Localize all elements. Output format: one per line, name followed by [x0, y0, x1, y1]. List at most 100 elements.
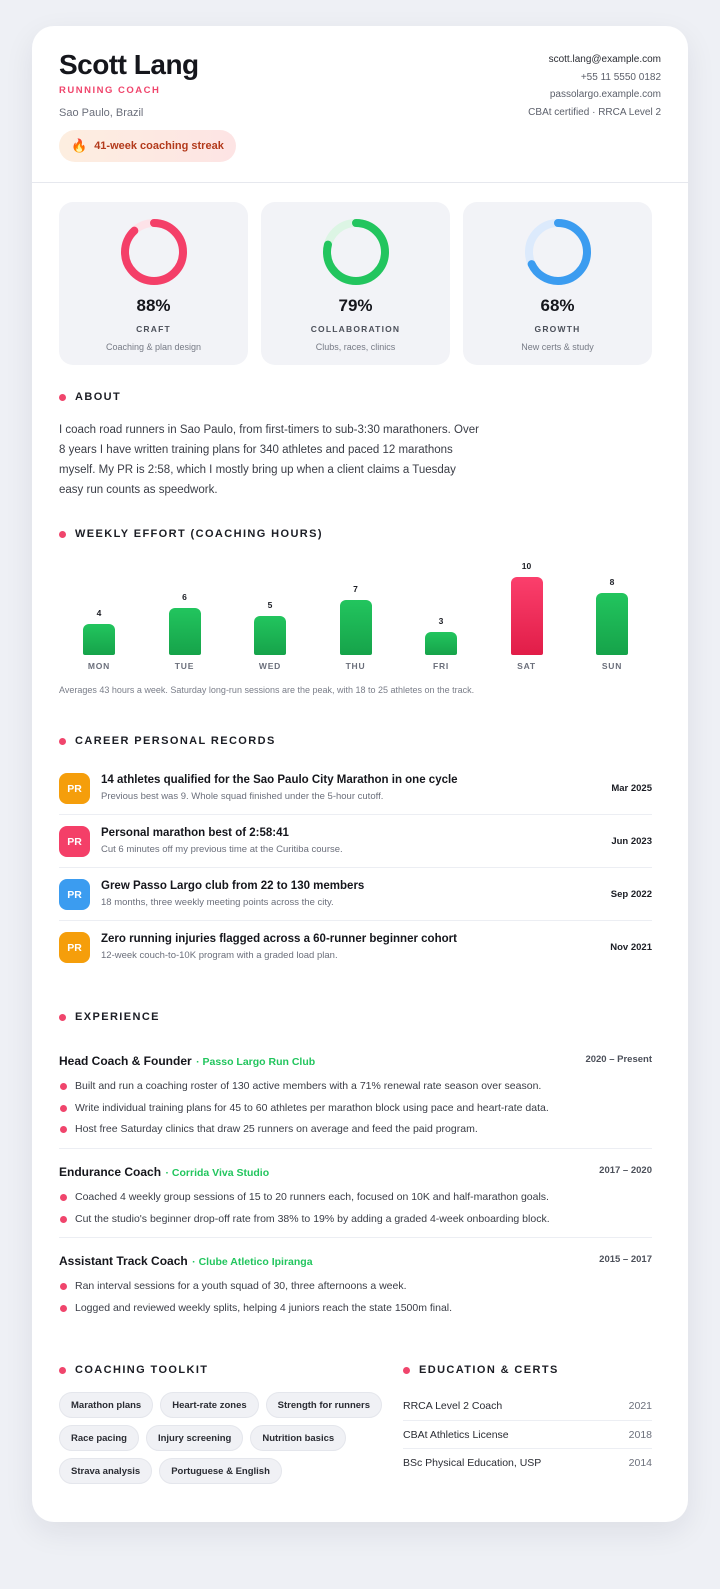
pr-badge: PR [59, 773, 90, 804]
pr-badge: PR [59, 826, 90, 857]
bar-wed [254, 616, 286, 655]
stat-percent: 88% [136, 296, 171, 315]
job-org: · Clube Atletico Ipiranga [192, 1256, 313, 1268]
bullet-dot-icon [403, 1366, 410, 1374]
ring-arc [323, 219, 389, 285]
record-date: Sep 2022 [610, 889, 652, 900]
section-title-about: ABOUT [59, 391, 121, 403]
education-year: 2014 [628, 1457, 652, 1469]
section-title-text: CAREER PERSONAL RECORDS [75, 735, 276, 747]
chart-note: Averages 43 hours a week. Saturday long-… [59, 685, 475, 695]
bar-value-label: 5 [267, 600, 273, 610]
stat-percent: 68% [540, 296, 575, 315]
skill-chip: Injury screening [145, 1425, 244, 1451]
divider [59, 1237, 652, 1238]
record-date: Mar 2025 [611, 783, 652, 794]
progress-ring [525, 219, 591, 285]
record-title: Personal marathon best of 2:58:41 [101, 827, 289, 839]
record-title: Grew Passo Largo club from 22 to 130 mem… [101, 880, 365, 892]
bar-category-label: TUE [174, 661, 195, 671]
job-org: · Passo Largo Run Club [196, 1056, 316, 1068]
education-year: 2018 [628, 1428, 652, 1441]
stat-subtitle: Coaching & plan design [105, 342, 202, 352]
bar-value-label: 8 [609, 576, 615, 587]
bar-category-label: MON [87, 661, 111, 671]
bar-category-label: THU [345, 661, 366, 671]
section-title-experience: EXPERIENCE [59, 1011, 160, 1023]
pr-badge: PR [59, 932, 90, 963]
record-desc: Previous best was 9. Whole squad finishe… [101, 791, 384, 802]
job-title: Assistant Track Coach [59, 1254, 188, 1268]
record-desc: Cut 6 minutes off my previous time at th… [101, 844, 343, 855]
record-date: Nov 2021 [610, 942, 652, 953]
ring-arc [121, 219, 187, 285]
job-years: 2015 – 2017 [599, 1254, 652, 1265]
contact-block: scott.lang@example.com +55 11 5550 0182 … [528, 51, 661, 121]
job-title: Endurance Coach [59, 1165, 162, 1179]
location: Sao Paulo, Brazil [59, 107, 144, 119]
record-date: Jun 2023 [611, 836, 652, 847]
phone: +55 11 5550 0182 [580, 71, 661, 83]
skill-chip: Strength for runners [265, 1392, 383, 1418]
education-item: BSc Physical Education, USP 2014 [403, 1449, 652, 1478]
education-item: RRCA Level 2 Coach 2021 [403, 1392, 652, 1421]
job-years: 2017 – 2020 [599, 1165, 652, 1176]
bar-category-label: SAT [517, 661, 536, 671]
section-title-text: WEEKLY EFFORT (COACHING HOURS) [75, 528, 323, 540]
job-bullet: Write individual training plans for 45 t… [59, 1098, 652, 1120]
skill-chip: Portuguese & English [159, 1458, 282, 1484]
section-title-records: CAREER PERSONAL RECORDS [59, 735, 276, 747]
bar-value-label: 7 [353, 584, 358, 595]
job-bullet: Built and run a coaching roster of 130 a… [59, 1076, 652, 1098]
progress-ring [121, 219, 187, 285]
stat-percent: 79% [338, 296, 373, 315]
stat-subtitle: New certs & study [521, 342, 594, 352]
skill-chip: Heart-rate zones [160, 1392, 259, 1418]
records-list: PR 14 athletes qualified for the Sao Pau… [59, 762, 652, 974]
flame-icon: 🔥 [71, 138, 88, 153]
website-link[interactable]: passolargo.example.com [549, 89, 661, 100]
stat-label: COLLABORATION [310, 324, 401, 334]
bullet-dot-icon [59, 393, 66, 401]
stat-card-craft: 88% CRAFT Coaching & plan design [59, 202, 248, 365]
bar-category-label: SUN [601, 661, 623, 671]
bar-thu [339, 600, 372, 655]
streak-label: 41-week coaching streak [94, 140, 224, 152]
job-title: Head Coach & Founder [59, 1054, 192, 1068]
record-item: PR 14 athletes qualified for the Sao Pau… [59, 762, 652, 815]
job-org: · Corrida Viva Studio [165, 1167, 270, 1179]
role-title: RUNNING COACH [59, 85, 161, 96]
job-bullet: Cut the studio's beginner drop-off rate … [59, 1209, 652, 1231]
skill-chip: Marathon plans [59, 1392, 154, 1418]
record-desc: 18 months, three weekly meeting points a… [101, 897, 334, 908]
education-item: CBAt Athletics License 2018 [403, 1421, 652, 1449]
stat-card-growth: 68% GROWTH New certs & study [463, 202, 652, 365]
toolkit-chips: Marathon plans Heart-rate zones Strength… [59, 1392, 389, 1484]
bar-category-label: WED [258, 661, 282, 671]
email-link[interactable]: scott.lang@example.com [548, 54, 661, 65]
education-list: RRCA Level 2 Coach 2021 CBAt Athletics L… [403, 1392, 652, 1478]
job-years: 2020 – Present [585, 1054, 652, 1065]
bar-sun [596, 592, 628, 655]
stat-card-collaboration: 79% COLLABORATION Clubs, races, clinics [261, 202, 450, 365]
stat-label: GROWTH [534, 324, 581, 334]
bar-sat [510, 577, 543, 655]
education-name: RRCA Level 2 Coach [403, 1400, 503, 1412]
experience-item: Assistant Track Coach · Clube Atletico I… [59, 1252, 652, 1319]
record-title: Zero running injuries flagged across a 6… [101, 933, 457, 945]
bullet-dot-icon [59, 1366, 66, 1374]
section-title-weekly: WEEKLY EFFORT (COACHING HOURS) [59, 528, 323, 540]
section-title-text: COACHING TOOLKIT [75, 1364, 209, 1376]
bar-category-label: FRI [432, 661, 450, 671]
header: Scott Lang RUNNING COACH Sao Paulo, Braz… [32, 26, 688, 183]
stat-label: CRAFT [136, 324, 171, 334]
section-title-text: EXPERIENCE [75, 1011, 160, 1023]
education-year: 2021 [628, 1400, 652, 1412]
bar-value-label: 10 [521, 561, 532, 571]
job-bullet: Host free Saturday clinics that draw 25 … [59, 1119, 652, 1141]
stats-row: 88% CRAFT Coaching & plan design 79% COL… [59, 202, 652, 365]
record-title: 14 athletes qualified for the Sao Paulo … [101, 774, 458, 786]
job-bullet: Coached 4 weekly group sessions of 15 to… [59, 1187, 652, 1209]
record-item: PR Grew Passo Largo club from 22 to 130 … [59, 868, 652, 921]
bar-tue [168, 608, 201, 655]
